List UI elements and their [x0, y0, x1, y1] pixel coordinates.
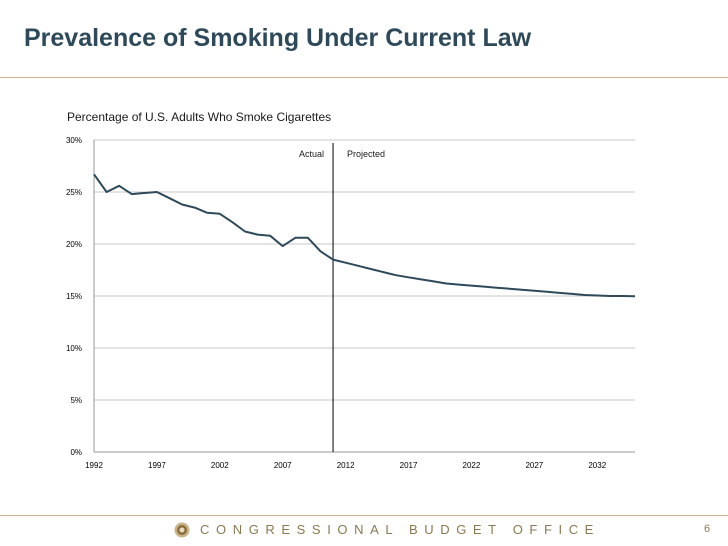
- annotation-actual: Actual: [299, 149, 324, 159]
- y-tick-label-10: 10%: [66, 344, 82, 353]
- y-tick-label-15: 15%: [66, 292, 82, 301]
- page-number: 6: [704, 523, 711, 535]
- x-tick-label-2007: 2007: [274, 461, 292, 470]
- x-tick-label-2022: 2022: [463, 461, 481, 470]
- y-tick-label-5: 5%: [70, 396, 82, 405]
- chart-title: Percentage of U.S. Adults Who Smoke Ciga…: [67, 110, 331, 124]
- y-tick-label-30: 30%: [66, 136, 82, 145]
- y-tick-label-25: 25%: [66, 188, 82, 197]
- cbo-seal-icon: [174, 522, 190, 538]
- annotation-projected: Projected: [347, 149, 385, 159]
- x-tick-label-2027: 2027: [525, 461, 543, 470]
- y-tick-label-20: 20%: [66, 240, 82, 249]
- x-tick-label-2012: 2012: [337, 461, 355, 470]
- footer-divider: [0, 515, 728, 516]
- x-tick-label-2032: 2032: [588, 461, 606, 470]
- x-tick-label-2017: 2017: [400, 461, 418, 470]
- title-divider: [0, 77, 728, 78]
- x-tick-label-2002: 2002: [211, 461, 229, 470]
- x-tick-label-1997: 1997: [148, 461, 166, 470]
- slide-title: Prevalence of Smoking Under Current Law: [24, 24, 532, 52]
- footer-organization: CONGRESSIONAL BUDGET OFFICE: [200, 522, 600, 537]
- series-line-0: [93, 173, 636, 298]
- y-tick-label-0: 0%: [70, 448, 82, 457]
- x-tick-label-1992: 1992: [85, 461, 103, 470]
